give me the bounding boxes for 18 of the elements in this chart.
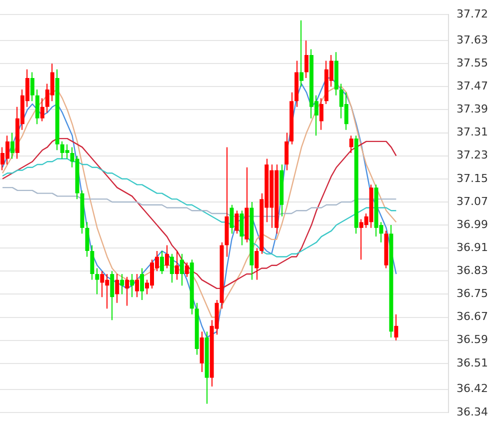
y-tick-label: 37.23 — [456, 148, 488, 162]
y-tick-label: 37.63 — [456, 33, 488, 46]
y-tick-label: 36.67 — [456, 310, 488, 324]
y-tick-label: 37.47 — [456, 80, 488, 93]
y-tick-label: 37.31 — [456, 126, 488, 139]
y-tick-label: 36.59 — [456, 333, 488, 346]
y-tick-label: 36.42 — [456, 382, 488, 396]
y-tick-label: 37.72 — [456, 7, 488, 20]
y-tick-label: 36.34 — [456, 405, 488, 418]
y-tick-label: 36.99 — [456, 218, 488, 231]
y-tick-label: 37.39 — [456, 102, 488, 116]
y-tick-label: 37.55 — [456, 56, 488, 70]
y-tick-label: 37.07 — [456, 194, 488, 208]
y-tick-label: 36.75 — [456, 287, 488, 300]
y-tick-label: 36.51 — [456, 356, 488, 370]
y-tick-label: 36.83 — [456, 264, 488, 278]
y-tick-label: 36.91 — [456, 240, 488, 254]
y-tick-label: 37.15 — [456, 172, 488, 185]
